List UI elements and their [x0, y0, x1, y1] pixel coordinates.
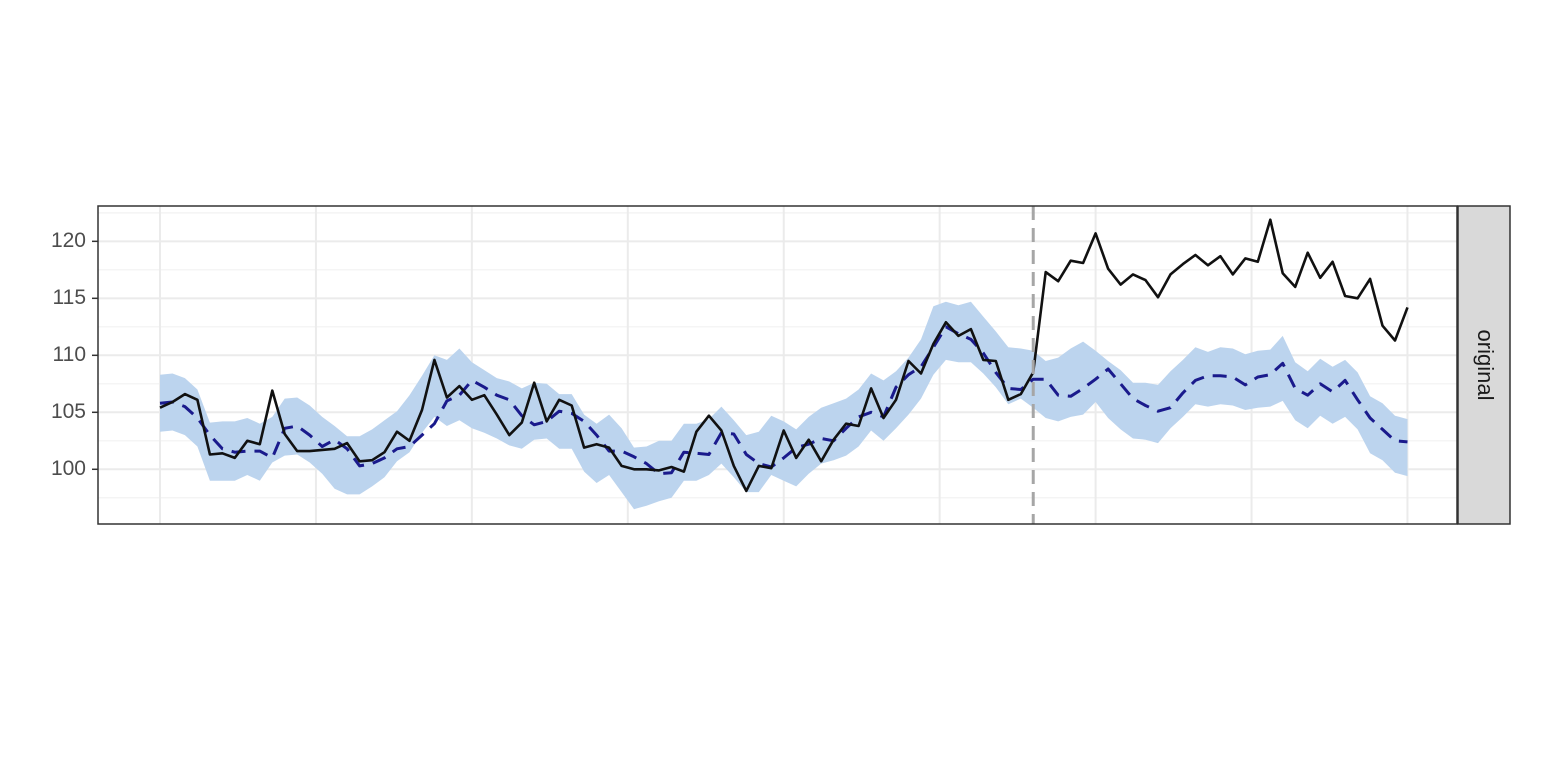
y-tick-label: 120 [51, 229, 86, 252]
facet-strip: original [1457, 205, 1511, 525]
y-tick-label: 100 [51, 457, 86, 480]
facet-strip-label: original [1473, 330, 1498, 401]
facet-strip-background [1457, 205, 1511, 525]
y-axis: 100 105 110 115 120 [51, 229, 98, 480]
predicted-series-line [159, 325, 1408, 476]
observed-series-line [159, 218, 1409, 493]
y-tick-label: 105 [51, 400, 86, 423]
y-tick-label: 110 [53, 343, 86, 366]
prediction-interval-area [160, 301, 1408, 510]
panel-border [97, 205, 1458, 525]
y-tick-label: 115 [53, 286, 86, 309]
prediction-interval-band [160, 301, 1408, 510]
series-lines [159, 218, 1409, 493]
